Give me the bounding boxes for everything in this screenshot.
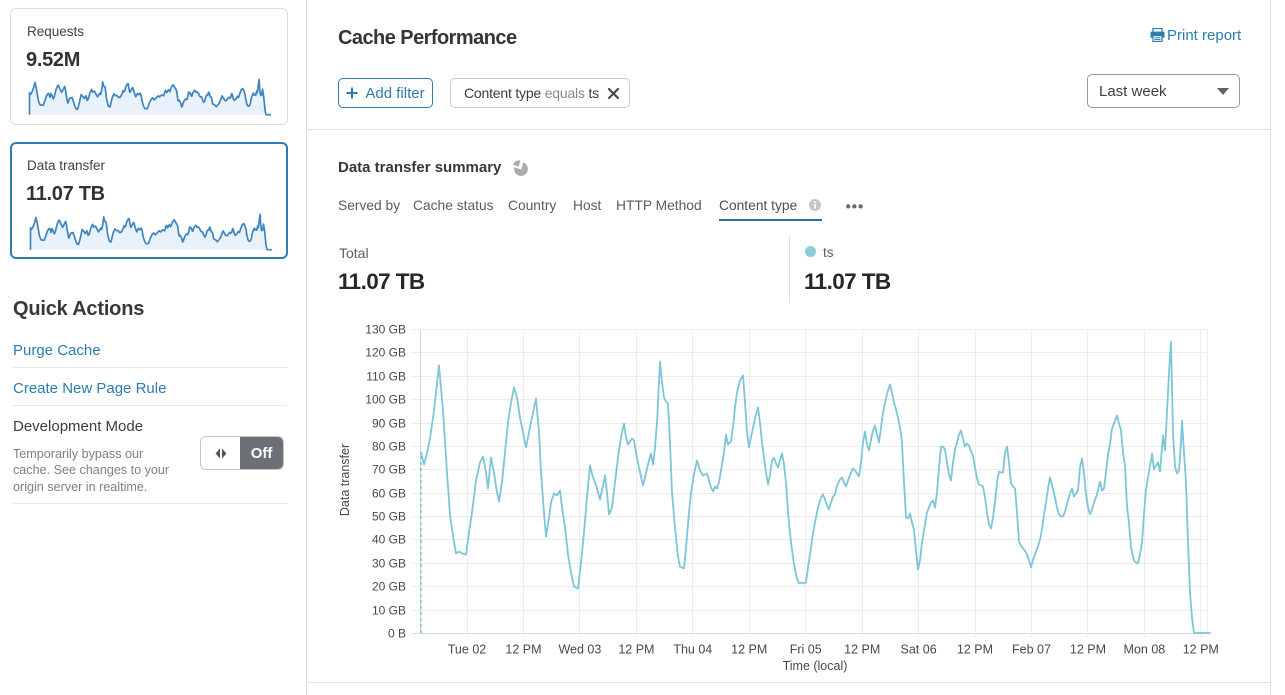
svg-text:12 PM: 12 PM xyxy=(618,643,654,657)
svg-text:Thu 04: Thu 04 xyxy=(673,643,712,657)
svg-text:Feb 07: Feb 07 xyxy=(1012,643,1051,657)
svg-text:Time (local): Time (local) xyxy=(783,659,848,673)
svg-text:Mon 08: Mon 08 xyxy=(1124,643,1166,657)
svg-text:30 GB: 30 GB xyxy=(372,557,406,571)
svg-text:10 GB: 10 GB xyxy=(372,604,406,618)
svg-text:80 GB: 80 GB xyxy=(372,440,406,454)
svg-text:0 B: 0 B xyxy=(388,627,406,641)
svg-text:50 GB: 50 GB xyxy=(372,510,406,524)
svg-text:90 GB: 90 GB xyxy=(372,417,406,431)
svg-text:12 PM: 12 PM xyxy=(731,643,767,657)
svg-text:120 GB: 120 GB xyxy=(365,346,406,360)
svg-text:20 GB: 20 GB xyxy=(372,580,406,594)
svg-text:12 PM: 12 PM xyxy=(505,643,541,657)
svg-text:Data transfer: Data transfer xyxy=(338,444,352,516)
svg-text:70 GB: 70 GB xyxy=(372,463,406,477)
svg-text:12 PM: 12 PM xyxy=(1183,643,1219,657)
svg-text:Tue 02: Tue 02 xyxy=(448,643,487,657)
svg-text:Wed 03: Wed 03 xyxy=(558,643,601,657)
svg-text:130 GB: 130 GB xyxy=(365,323,406,337)
svg-text:110 GB: 110 GB xyxy=(366,370,406,384)
svg-text:12 PM: 12 PM xyxy=(844,643,880,657)
svg-text:100 GB: 100 GB xyxy=(365,393,406,407)
svg-text:40 GB: 40 GB xyxy=(372,533,406,547)
svg-text:12 PM: 12 PM xyxy=(957,643,993,657)
svg-text:Sat 06: Sat 06 xyxy=(901,643,937,657)
svg-text:12 PM: 12 PM xyxy=(1070,643,1106,657)
svg-text:Fri 05: Fri 05 xyxy=(790,643,822,657)
svg-text:60 GB: 60 GB xyxy=(372,487,406,501)
